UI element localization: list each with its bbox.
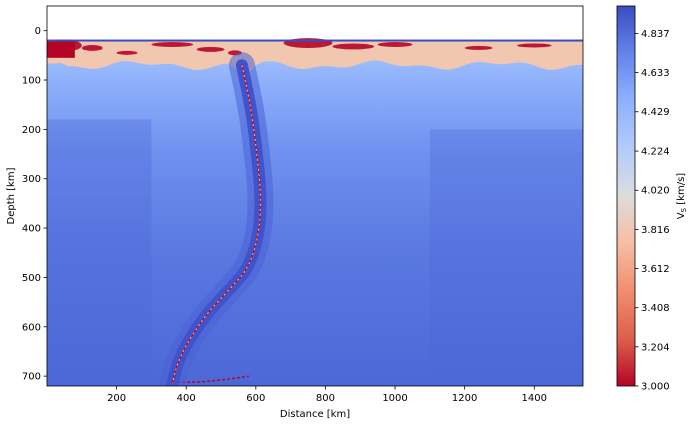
x-tick-label: 600 [246,393,265,404]
colorbar-gradient [617,6,635,386]
colorbar-tick-label: 3.408 [641,303,670,314]
y-tick-label: 600 [22,322,41,333]
x-axis-label: Distance [km] [280,409,350,420]
x-tick-label: 200 [107,393,126,404]
colorbar: 3.000 3.204 3.408 3.612 3.816 4.020 4.224 4.429… [616,5,688,393]
crust-anomaly [516,43,552,48]
y-axis: 0 100 200 300 400 500 600 700 [22,26,47,383]
surface-line [47,39,583,42]
slab-edge-light [171,65,261,384]
y-tick-label: 300 [22,174,41,185]
colorbar-tick-label: 3.204 [641,342,670,353]
crust-anomaly-west [47,41,75,58]
crust-anomaly [151,42,194,47]
colorbar-tick-label: 4.020 [641,186,670,197]
deep-mantle-shade [47,119,583,386]
y-tick-label: 400 [22,224,41,235]
colorbar-frame [616,5,636,387]
y-tick-label: 100 [22,76,41,87]
x-tick-label: 1000 [382,393,407,404]
shade-right [429,129,583,386]
x-tick-label: 800 [316,393,335,404]
shade-left [47,119,152,386]
y-tick-label: 700 [22,372,41,383]
crust-layer [47,40,583,77]
y-tick-label: 200 [22,125,41,136]
colorbar-ticks: 3.000 3.204 3.408 3.612 3.816 4.020 4.224 4.429… [635,29,670,393]
colorbar-tick-label: 4.837 [641,29,670,40]
plot-frame [46,5,584,387]
colorbar-tick-label: 4.429 [641,107,670,118]
x-axis: 200 400 600 800 1000 1200 1400 [107,386,547,404]
crust-anomaly [81,44,103,51]
crust-anomaly [116,50,138,55]
mantle-region [47,40,583,386]
colorbar-tick-label: 3.612 [641,264,670,275]
y-axis-label: Depth [km] [6,167,17,224]
x-tick-label: 400 [177,393,196,404]
colorbar-tick-label: 4.224 [641,147,670,158]
x-tick-label: 1200 [452,393,477,404]
crust-anomaly [332,43,375,50]
colorbar-label: VS [km/s] [676,173,688,219]
colorbar-tick-label: 3.000 [641,382,670,393]
crust-anomaly [377,42,413,47]
colorbar-tick-label: 3.816 [641,225,670,236]
crust-anomaly [464,45,493,50]
y-tick-label: 0 [35,26,41,37]
crust-anomaly [196,46,225,52]
plot-area [47,6,583,386]
y-tick-label: 500 [22,273,41,284]
colorbar-tick-label: 4.633 [641,68,670,79]
x-tick-label: 1400 [522,393,547,404]
